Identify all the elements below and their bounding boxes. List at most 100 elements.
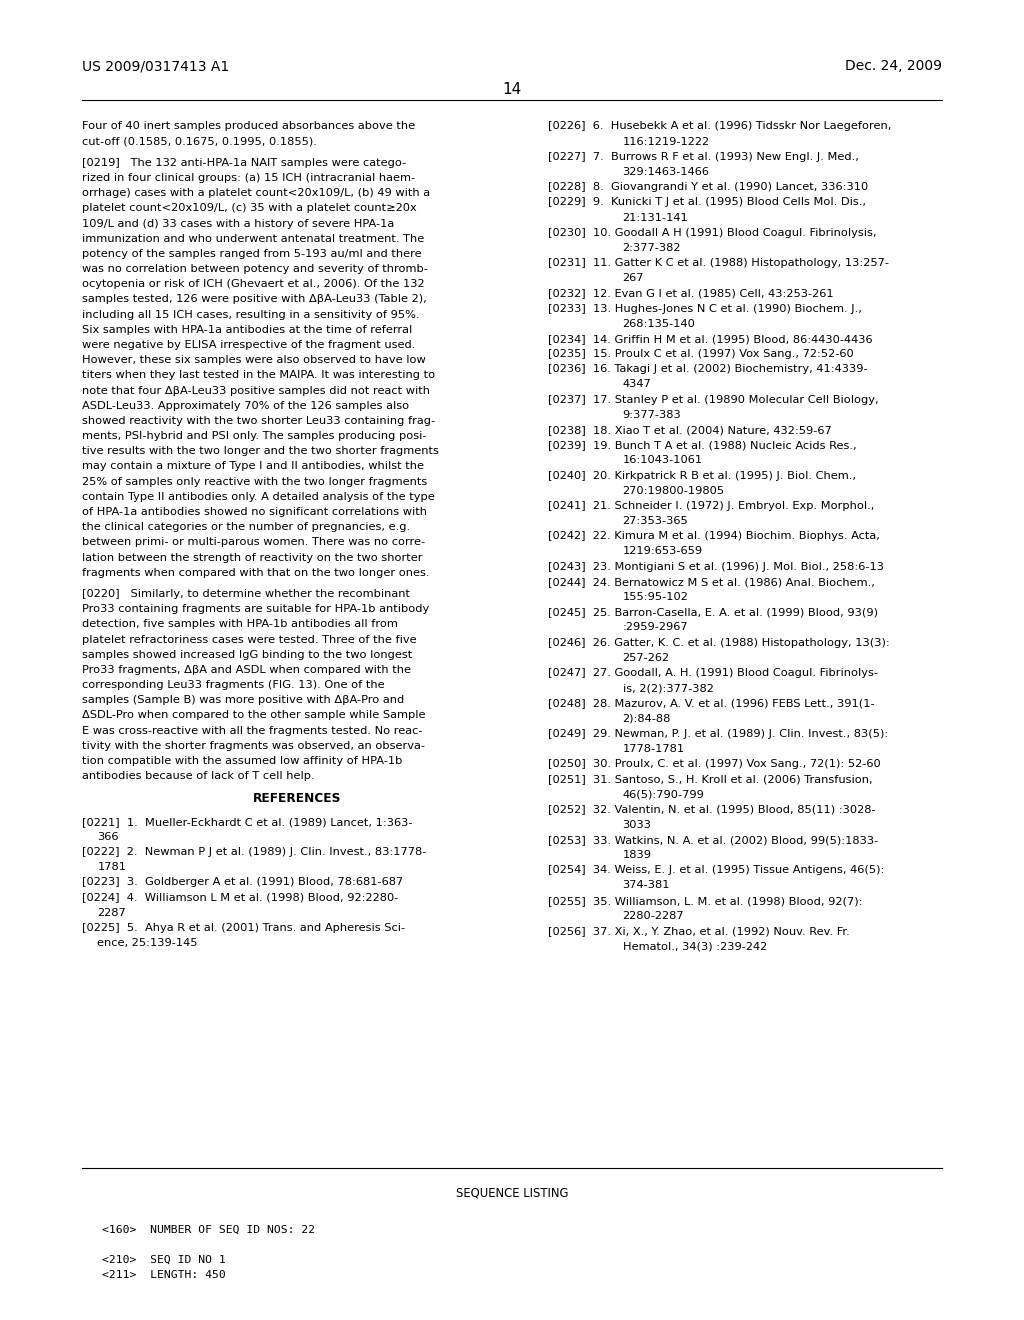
Text: [0224]  4.  Williamson L M et al. (1998) Blood, 92:2280-: [0224] 4. Williamson L M et al. (1998) B… bbox=[82, 892, 398, 903]
Text: may contain a mixture of Type I and II antibodies, whilst the: may contain a mixture of Type I and II a… bbox=[82, 462, 424, 471]
Text: 329:1463-1466: 329:1463-1466 bbox=[623, 166, 710, 177]
Text: platelet refractoriness cases were tested. Three of the five: platelet refractoriness cases were teste… bbox=[82, 635, 417, 644]
Text: fragments when compared with that on the two longer ones.: fragments when compared with that on the… bbox=[82, 568, 429, 578]
Text: platelet count<20x109/L, (c) 35 with a platelet count≥20x: platelet count<20x109/L, (c) 35 with a p… bbox=[82, 203, 417, 214]
Text: [0225]  5.  Ahya R et al. (2001) Trans. and Apheresis Sci-: [0225] 5. Ahya R et al. (2001) Trans. an… bbox=[82, 923, 406, 933]
Text: titers when they last tested in the MAIPA. It was interesting to: titers when they last tested in the MAIP… bbox=[82, 371, 435, 380]
Text: [0248]  28. Mazurov, A. V. et al. (1996) FEBS Lett., 391(1-: [0248] 28. Mazurov, A. V. et al. (1996) … bbox=[548, 698, 874, 709]
Text: Six samples with HPA-1a antibodies at the time of referral: Six samples with HPA-1a antibodies at th… bbox=[82, 325, 413, 335]
Text: samples (Sample B) was more positive with ΔβA-Pro and: samples (Sample B) was more positive wit… bbox=[82, 696, 404, 705]
Text: [0231]  11. Gatter K C et al. (1988) Histopathology, 13:257-: [0231] 11. Gatter K C et al. (1988) Hist… bbox=[548, 257, 889, 268]
Text: tion compatible with the assumed low affinity of HPA-1b: tion compatible with the assumed low aff… bbox=[82, 756, 402, 766]
Text: 257-262: 257-262 bbox=[623, 652, 670, 663]
Text: ΔSDL-Pro when compared to the other sample while Sample: ΔSDL-Pro when compared to the other samp… bbox=[82, 710, 425, 721]
Text: ence, 25:139-145: ence, 25:139-145 bbox=[97, 939, 198, 948]
Text: [0240]  20. Kirkpatrick R B et al. (1995) J. Biol. Chem.,: [0240] 20. Kirkpatrick R B et al. (1995)… bbox=[548, 470, 856, 480]
Text: 4347: 4347 bbox=[623, 379, 651, 389]
Text: 2):84-88: 2):84-88 bbox=[623, 713, 671, 723]
Text: US 2009/0317413 A1: US 2009/0317413 A1 bbox=[82, 59, 229, 74]
Text: 2:377-382: 2:377-382 bbox=[623, 243, 681, 253]
Text: detection, five samples with HPA-1b antibodies all from: detection, five samples with HPA-1b anti… bbox=[82, 619, 397, 630]
Text: [0249]  29. Newman, P. J. et al. (1989) J. Clin. Invest., 83(5):: [0249] 29. Newman, P. J. et al. (1989) J… bbox=[548, 729, 888, 739]
Text: Dec. 24, 2009: Dec. 24, 2009 bbox=[845, 59, 942, 74]
Text: was no correlation between potency and severity of thromb-: was no correlation between potency and s… bbox=[82, 264, 428, 275]
Text: 9:377-383: 9:377-383 bbox=[623, 409, 681, 420]
Text: [0243]  23. Montigiani S et al. (1996) J. Mol. Biol., 258:6-13: [0243] 23. Montigiani S et al. (1996) J.… bbox=[548, 561, 884, 572]
Text: the clinical categories or the number of pregnancies, e.g.: the clinical categories or the number of… bbox=[82, 523, 410, 532]
Text: Four of 40 inert samples produced absorbances above the: Four of 40 inert samples produced absorb… bbox=[82, 121, 415, 132]
Text: [0247]  27. Goodall, A. H. (1991) Blood Coagul. Fibrinolys-: [0247] 27. Goodall, A. H. (1991) Blood C… bbox=[548, 668, 878, 678]
Text: tivity with the shorter fragments was observed, an observa-: tivity with the shorter fragments was ob… bbox=[82, 741, 425, 751]
Text: 2287: 2287 bbox=[97, 908, 126, 917]
Text: <211>  LENGTH: 450: <211> LENGTH: 450 bbox=[102, 1270, 226, 1280]
Text: <210>  SEQ ID NO 1: <210> SEQ ID NO 1 bbox=[102, 1255, 226, 1265]
Text: REFERENCES: REFERENCES bbox=[253, 792, 341, 805]
Text: 3033: 3033 bbox=[623, 820, 651, 830]
Text: corresponding Leu33 fragments (FIG. 13). One of the: corresponding Leu33 fragments (FIG. 13).… bbox=[82, 680, 385, 690]
Text: [0226]  6.  Husebekk A et al. (1996) Tidsskr Nor Laegeforen,: [0226] 6. Husebekk A et al. (1996) Tidss… bbox=[548, 121, 891, 132]
Text: However, these six samples were also observed to have low: However, these six samples were also obs… bbox=[82, 355, 426, 366]
Text: [0245]  25. Barron-Casella, E. A. et al. (1999) Blood, 93(9): [0245] 25. Barron-Casella, E. A. et al. … bbox=[548, 607, 878, 618]
Text: [0246]  26. Gatter, K. C. et al. (1988) Histopathology, 13(3):: [0246] 26. Gatter, K. C. et al. (1988) H… bbox=[548, 638, 890, 648]
Text: orrhage) cases with a platelet count<20x109/L, (b) 49 with a: orrhage) cases with a platelet count<20x… bbox=[82, 189, 430, 198]
Text: [0239]  19. Bunch T A et al. (1988) Nucleic Acids Res.,: [0239] 19. Bunch T A et al. (1988) Nucle… bbox=[548, 440, 856, 450]
Text: [0220]   Similarly, to determine whether the recombinant: [0220] Similarly, to determine whether t… bbox=[82, 589, 410, 599]
Text: [0223]  3.  Goldberger A et al. (1991) Blood, 78:681-687: [0223] 3. Goldberger A et al. (1991) Blo… bbox=[82, 878, 403, 887]
Text: between primi- or multi-parous women. There was no corre-: between primi- or multi-parous women. Th… bbox=[82, 537, 425, 548]
Text: note that four ΔβA-Leu33 positive samples did not react with: note that four ΔβA-Leu33 positive sample… bbox=[82, 385, 430, 396]
Text: 116:1219-1222: 116:1219-1222 bbox=[623, 136, 710, 147]
Text: [0256]  37. Xi, X., Y. Zhao, et al. (1992) Nouv. Rev. Fr.: [0256] 37. Xi, X., Y. Zhao, et al. (1992… bbox=[548, 925, 850, 936]
Text: [0227]  7.  Burrows R F et al. (1993) New Engl. J. Med.,: [0227] 7. Burrows R F et al. (1993) New … bbox=[548, 152, 859, 162]
Text: 270:19800-19805: 270:19800-19805 bbox=[623, 486, 725, 496]
Text: 366: 366 bbox=[97, 832, 119, 842]
Text: [0236]  16. Takagi J et al. (2002) Biochemistry, 41:4339-: [0236] 16. Takagi J et al. (2002) Bioche… bbox=[548, 364, 867, 375]
Text: 46(5):790-799: 46(5):790-799 bbox=[623, 789, 705, 800]
Text: [0241]  21. Schneider I. (1972) J. Embryol. Exp. Morphol.,: [0241] 21. Schneider I. (1972) J. Embryo… bbox=[548, 500, 874, 511]
Text: [0222]  2.  Newman P J et al. (1989) J. Clin. Invest., 83:1778-: [0222] 2. Newman P J et al. (1989) J. Cl… bbox=[82, 847, 426, 857]
Text: 2280-2287: 2280-2287 bbox=[623, 911, 684, 921]
Text: 21:131-141: 21:131-141 bbox=[623, 213, 688, 223]
Text: of HPA-1a antibodies showed no significant correlations with: of HPA-1a antibodies showed no significa… bbox=[82, 507, 427, 517]
Text: [0252]  32. Valentin, N. et al. (1995) Blood, 85(11) :3028-: [0252] 32. Valentin, N. et al. (1995) Bl… bbox=[548, 804, 876, 814]
Text: 268:135-140: 268:135-140 bbox=[623, 318, 695, 329]
Text: [0242]  22. Kimura M et al. (1994) Biochim. Biophys. Acta,: [0242] 22. Kimura M et al. (1994) Biochi… bbox=[548, 531, 880, 541]
Text: 109/L and (d) 33 cases with a history of severe HPA-1a: 109/L and (d) 33 cases with a history of… bbox=[82, 219, 394, 228]
Text: samples tested, 126 were positive with ΔβA-Leu33 (Table 2),: samples tested, 126 were positive with Δ… bbox=[82, 294, 427, 305]
Text: Pro33 containing fragments are suitable for HPA-1b antibody: Pro33 containing fragments are suitable … bbox=[82, 605, 429, 614]
Text: 27:353-365: 27:353-365 bbox=[623, 516, 688, 527]
Text: [0254]  34. Weiss, E. J. et al. (1995) Tissue Antigens, 46(5):: [0254] 34. Weiss, E. J. et al. (1995) Ti… bbox=[548, 865, 884, 875]
Text: samples showed increased IgG binding to the two longest: samples showed increased IgG binding to … bbox=[82, 649, 413, 660]
Text: [0237]  17. Stanley P et al. (19890 Molecular Cell Biology,: [0237] 17. Stanley P et al. (19890 Molec… bbox=[548, 395, 879, 405]
Text: contain Type II antibodies only. A detailed analysis of the type: contain Type II antibodies only. A detai… bbox=[82, 492, 434, 502]
Text: [0219]   The 132 anti-HPA-1a NAIT samples were catego-: [0219] The 132 anti-HPA-1a NAIT samples … bbox=[82, 158, 407, 168]
Text: [0255]  35. Williamson, L. M. et al. (1998) Blood, 92(7):: [0255] 35. Williamson, L. M. et al. (199… bbox=[548, 895, 862, 906]
Text: [0235]  15. Proulx C et al. (1997) Vox Sang., 72:52-60: [0235] 15. Proulx C et al. (1997) Vox Sa… bbox=[548, 348, 854, 359]
Text: ASDL-Leu33. Approximately 70% of the 126 samples also: ASDL-Leu33. Approximately 70% of the 126… bbox=[82, 401, 409, 411]
Text: [0238]  18. Xiao T et al. (2004) Nature, 432:59-67: [0238] 18. Xiao T et al. (2004) Nature, … bbox=[548, 425, 831, 436]
Text: Pro33 fragments, ΔβA and ASDL when compared with the: Pro33 fragments, ΔβA and ASDL when compa… bbox=[82, 665, 411, 675]
Text: 1781: 1781 bbox=[97, 862, 126, 873]
Text: [0229]  9.  Kunicki T J et al. (1995) Blood Cells Mol. Dis.,: [0229] 9. Kunicki T J et al. (1995) Bloo… bbox=[548, 197, 866, 207]
Text: 1778-1781: 1778-1781 bbox=[623, 743, 685, 754]
Text: 267: 267 bbox=[623, 273, 644, 284]
Text: [0251]  31. Santoso, S., H. Kroll et al. (2006) Transfusion,: [0251] 31. Santoso, S., H. Kroll et al. … bbox=[548, 774, 872, 784]
Text: [0234]  14. Griffin H M et al. (1995) Blood, 86:4430-4436: [0234] 14. Griffin H M et al. (1995) Blo… bbox=[548, 334, 872, 345]
Text: 1839: 1839 bbox=[623, 850, 651, 861]
Text: showed reactivity with the two shorter Leu33 containing frag-: showed reactivity with the two shorter L… bbox=[82, 416, 435, 426]
Text: cut-off (0.1585, 0.1675, 0.1995, 0.1855).: cut-off (0.1585, 0.1675, 0.1995, 0.1855)… bbox=[82, 136, 316, 147]
Text: [0244]  24. Bernatowicz M S et al. (1986) Anal. Biochem.,: [0244] 24. Bernatowicz M S et al. (1986)… bbox=[548, 577, 874, 587]
Text: antibodies because of lack of T cell help.: antibodies because of lack of T cell hel… bbox=[82, 771, 314, 781]
Text: is, 2(2):377-382: is, 2(2):377-382 bbox=[623, 682, 714, 693]
Text: 155:95-102: 155:95-102 bbox=[623, 591, 688, 602]
Text: 374-381: 374-381 bbox=[623, 880, 670, 891]
Text: lation between the strength of reactivity on the two shorter: lation between the strength of reactivit… bbox=[82, 553, 423, 562]
Text: immunization and who underwent antenatal treatment. The: immunization and who underwent antenatal… bbox=[82, 234, 424, 244]
Text: E was cross-reactive with all the fragments tested. No reac-: E was cross-reactive with all the fragme… bbox=[82, 726, 423, 735]
Text: [0221]  1.  Mueller-Eckhardt C et al. (1989) Lancet, 1:363-: [0221] 1. Mueller-Eckhardt C et al. (198… bbox=[82, 817, 413, 826]
Text: [0230]  10. Goodall A H (1991) Blood Coagul. Fibrinolysis,: [0230] 10. Goodall A H (1991) Blood Coag… bbox=[548, 227, 877, 238]
Text: [0233]  13. Hughes-Jones N C et al. (1990) Biochem. J.,: [0233] 13. Hughes-Jones N C et al. (1990… bbox=[548, 304, 862, 314]
Text: :2959-2967: :2959-2967 bbox=[623, 622, 688, 632]
Text: tive results with the two longer and the two shorter fragments: tive results with the two longer and the… bbox=[82, 446, 439, 457]
Text: [0232]  12. Evan G I et al. (1985) Cell, 43:253-261: [0232] 12. Evan G I et al. (1985) Cell, … bbox=[548, 288, 834, 298]
Text: 16:1043-1061: 16:1043-1061 bbox=[623, 455, 702, 466]
